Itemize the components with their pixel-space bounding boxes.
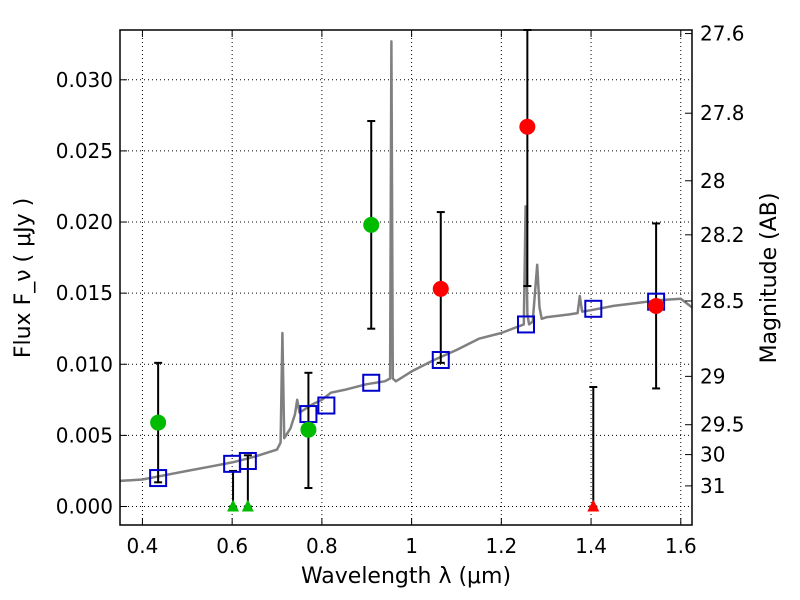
model-band-box	[317, 396, 336, 415]
red-detection-point	[432, 280, 449, 297]
y-tick-label: 0.000	[56, 495, 113, 519]
green-upper-limit-marker	[227, 499, 240, 512]
x-tick-label: 0.8	[306, 534, 338, 558]
x-axis-title: Wavelength λ (μm)	[301, 564, 511, 589]
magnitude-tick-label: 29	[700, 364, 725, 388]
magnitude-tick-label: 28	[700, 169, 725, 193]
model-band-box	[362, 373, 381, 392]
template-spectrum	[119, 40, 693, 483]
model-band-box	[517, 315, 536, 334]
y-tick-label: 0.005	[56, 423, 113, 447]
green-upper-limit-marker	[241, 499, 254, 512]
x-axis-ticks: 0.4 0.6 0.8 1 1.2 1.4 1.6	[127, 30, 697, 558]
model-band-box	[238, 451, 257, 470]
photometry-points	[150, 118, 665, 512]
magnitude-tick-label: 27.6	[700, 22, 745, 46]
y-axis-title: Flux F_ν ( μJy )	[11, 198, 36, 358]
y-tick-label: 0.025	[56, 139, 113, 163]
x-tick-label: 0.4	[127, 534, 159, 558]
plot-frame	[119, 29, 693, 526]
y-tick-label: 0.030	[56, 68, 113, 92]
y-tick-label: 0.015	[56, 281, 113, 305]
x-tick-label: 1.4	[575, 534, 607, 558]
magnitude-tick-label: 27.8	[700, 101, 745, 125]
green-detection-point	[150, 414, 167, 431]
x-tick-label: 1.6	[665, 534, 697, 558]
magnitude-tick-label: 28.5	[700, 289, 745, 313]
green-detection-point	[300, 421, 317, 438]
magnitude-tick-label: 28.2	[700, 223, 745, 247]
red-upper-limit-marker	[587, 499, 600, 512]
y-tick-label: 0.010	[56, 352, 113, 376]
y-axis-ticks: 0.000 0.005 0.010 0.015 0.020 0.025 0.030	[56, 68, 127, 519]
red-detection-point	[648, 297, 665, 314]
x-tick-label: 1	[405, 534, 418, 558]
green-detection-point	[363, 216, 380, 233]
y-tick-label: 0.020	[56, 210, 113, 234]
red-detection-point	[519, 118, 536, 135]
magnitude-tick-label: 30	[700, 443, 725, 467]
model-band-box	[149, 469, 168, 488]
magnitude-tick-label: 29.5	[700, 413, 745, 437]
template-spectrum-line	[119, 40, 693, 483]
model-band-box	[431, 351, 450, 369]
magnitude-axis-title: Magnitude (AB)	[757, 193, 782, 364]
x-tick-label: 0.6	[216, 534, 248, 558]
magnitude-axis-ticks: 27.6 27.8 28 28.2 28.5 29 29.5 30 31	[685, 22, 745, 498]
model-band-box	[584, 299, 603, 318]
magnitude-tick-label: 31	[700, 474, 725, 498]
x-tick-label: 1.2	[485, 534, 517, 558]
